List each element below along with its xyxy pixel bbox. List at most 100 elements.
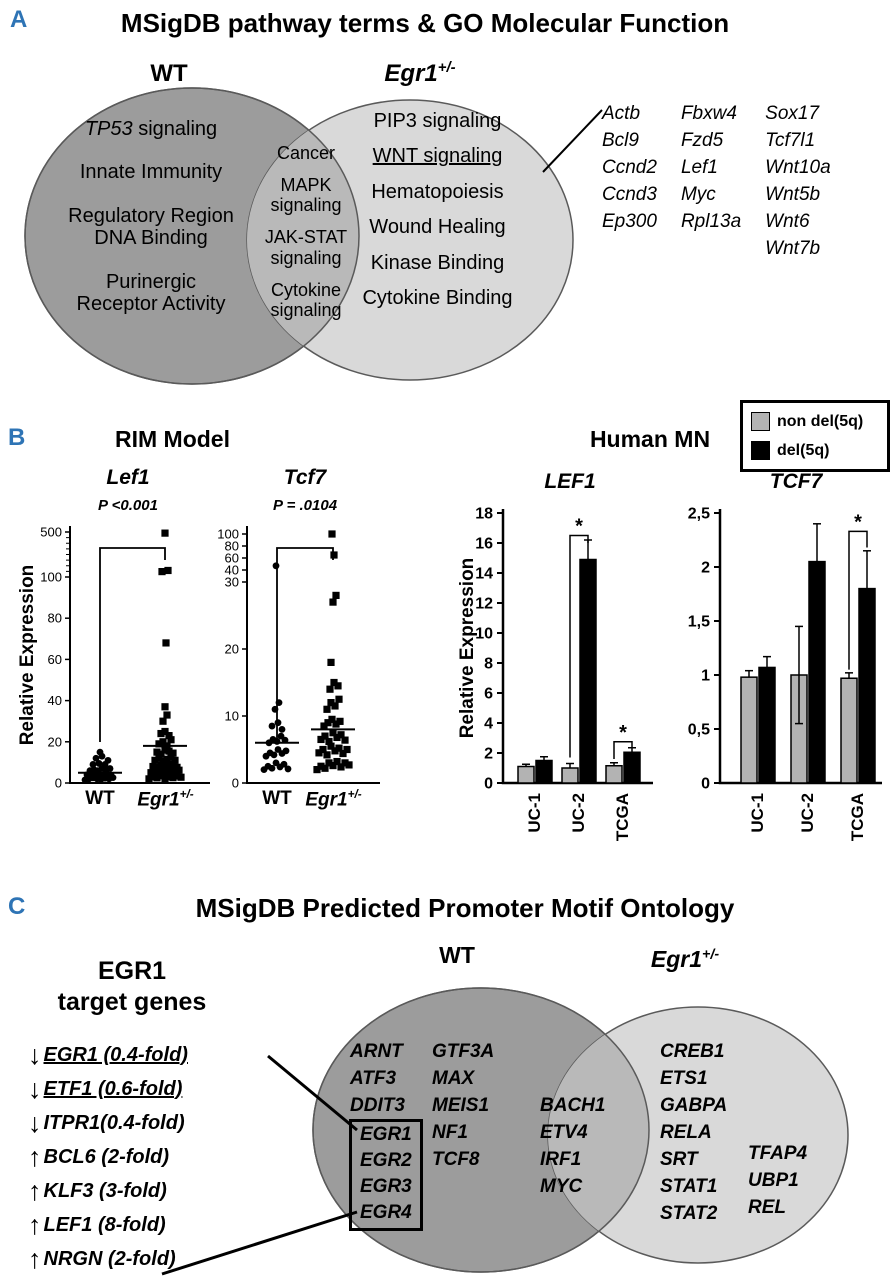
- egr1-label-sup: +/-: [437, 60, 456, 76]
- bar: [858, 587, 876, 784]
- wnt-gene-list: Actb Bcl9 Ccnd2 Ccnd3 Ep300 Fbxw4 Fzd5 Lef1 Myc R…: [602, 100, 831, 262]
- gene-name: Bcl9: [602, 130, 639, 151]
- down-arrow-icon: ↓: [28, 1107, 42, 1138]
- egr1-target-genes-heading: EGR1 target genes: [17, 956, 247, 1019]
- significance-asterisk: *: [619, 722, 627, 744]
- legend-row-del5q: del(5q): [751, 441, 879, 460]
- venn-term-line: DNA Binding: [94, 227, 208, 250]
- data-point: [151, 768, 159, 776]
- target-gene-label: EGR1 (0.4-fold): [43, 1043, 188, 1066]
- data-point: [155, 769, 163, 777]
- lef1-scatter-plot: 0 20 40 60 80 100 500: [40, 525, 210, 791]
- venn-term-line: signaling: [270, 299, 342, 320]
- gene-name: Fbxw4: [680, 103, 737, 124]
- gene-name: STAT1: [660, 1176, 718, 1197]
- data-point: [153, 774, 161, 782]
- rim-model-title: RIM Model: [115, 426, 230, 452]
- data-point: [343, 745, 351, 754]
- gene-name: Tcf7l1: [765, 130, 816, 151]
- gene-name: EGR2: [360, 1150, 412, 1171]
- venn-term-line: Cytokine Binding: [362, 286, 513, 309]
- data-point: [331, 702, 339, 710]
- y-tick-label: 100: [40, 570, 62, 585]
- data-point: [95, 760, 103, 767]
- gene-name: EGR3: [360, 1176, 412, 1197]
- gene-name: MEIS1: [432, 1095, 490, 1116]
- data-point: [345, 761, 353, 769]
- significance-asterisk: *: [575, 516, 583, 538]
- egr1-label-base: Egr1: [650, 946, 703, 972]
- gene-name: BACH1: [540, 1095, 606, 1116]
- data-point: [332, 591, 340, 599]
- lef1-bar-chart: 0 2 4 6 8 10 12 14 16 18 UC-1 UC-2 TCGA * *: [475, 506, 653, 841]
- gene-name: Myc: [680, 184, 716, 205]
- data-point: [335, 744, 343, 752]
- data-point: [145, 775, 153, 783]
- venn-c-overlap: [548, 1007, 649, 1263]
- venn-a-egr1-label: Egr1+/-: [355, 60, 485, 88]
- data-point: [163, 767, 171, 775]
- egr-box-connector-top: [267, 1054, 358, 1132]
- gene-name: NF1: [432, 1122, 468, 1143]
- gene-name: STAT2: [660, 1203, 718, 1224]
- data-point: [337, 763, 345, 771]
- data-point: [165, 747, 173, 755]
- venn-a-shared-terms: Cancer MAPK signaling JAK-STAT signaling Cyto…: [248, 143, 364, 332]
- p-value-bracket: [99, 547, 166, 742]
- data-point: [169, 774, 177, 782]
- y-tick-label: 0: [232, 776, 239, 791]
- data-point: [268, 764, 276, 772]
- data-point: [155, 754, 163, 762]
- data-point: [282, 747, 290, 755]
- gene-name: ETS1: [660, 1068, 708, 1089]
- data-point: [153, 748, 161, 756]
- y-tick-label: 6: [484, 686, 493, 703]
- data-point: [147, 769, 155, 777]
- axis: [69, 526, 210, 784]
- venn-term-line: Regulatory Region: [68, 204, 234, 227]
- bar: [561, 767, 579, 784]
- panel-c-title: MSigDB Predicted Promoter Motif Ontology: [195, 893, 735, 923]
- venn-term-line: PIP3 signaling: [373, 110, 502, 132]
- data-point: [324, 719, 332, 727]
- target-gene-row: ↓ ETF1 (0.6-fold): [28, 1072, 188, 1106]
- data-point: [161, 774, 169, 783]
- venn-c-wt-label: WT: [439, 942, 475, 968]
- egr-box-connector-bottom: [161, 1210, 358, 1276]
- up-arrow-icon: ↑: [28, 1175, 42, 1206]
- venn-term-line: Receptor Activity: [76, 292, 226, 315]
- bar: [740, 676, 758, 784]
- data-point: [167, 753, 175, 761]
- gene-name: Ep300: [602, 211, 657, 232]
- y-tick-label: 40: [225, 563, 239, 578]
- data-point: [332, 720, 340, 728]
- y-tick-label: 8: [484, 656, 493, 673]
- data-point: [323, 751, 331, 759]
- y-tick-label: 0: [55, 776, 62, 791]
- heading-line-2: target genes: [57, 988, 207, 1017]
- gene-name: EGR4: [360, 1202, 412, 1223]
- x-category-label: UC-2: [798, 793, 817, 833]
- panel-a-title: MSigDB pathway terms & GO Molecular Func…: [120, 8, 730, 38]
- target-gene-label: LEF1 (8-fold): [43, 1213, 166, 1236]
- gene-name: DDIT3: [350, 1095, 405, 1116]
- wnt-gene-column: Fbxw4 Fzd5 Lef1 Myc Rpl13a: [681, 100, 741, 262]
- venn-term-line: Innate Immunity: [79, 161, 223, 184]
- data-point: [328, 715, 336, 723]
- data-point: [319, 745, 327, 754]
- lef1-bar-title: LEF1: [544, 470, 596, 493]
- data-point: [323, 705, 331, 713]
- data-point: [167, 769, 175, 777]
- x-category-label: TCGA: [848, 793, 867, 841]
- data-point: [329, 598, 337, 606]
- venn-c-wt-column-1: ARNT ATF3 DDIT3: [350, 1038, 405, 1119]
- venn-term-line: Kinase Binding: [370, 251, 505, 274]
- del5q-swatch: [751, 441, 770, 460]
- data-point: [321, 732, 329, 740]
- significance-bracket: [848, 530, 868, 670]
- gene-name: Actb: [602, 103, 641, 124]
- bar: [535, 759, 553, 784]
- bar: [579, 558, 597, 784]
- data-point: [313, 766, 321, 774]
